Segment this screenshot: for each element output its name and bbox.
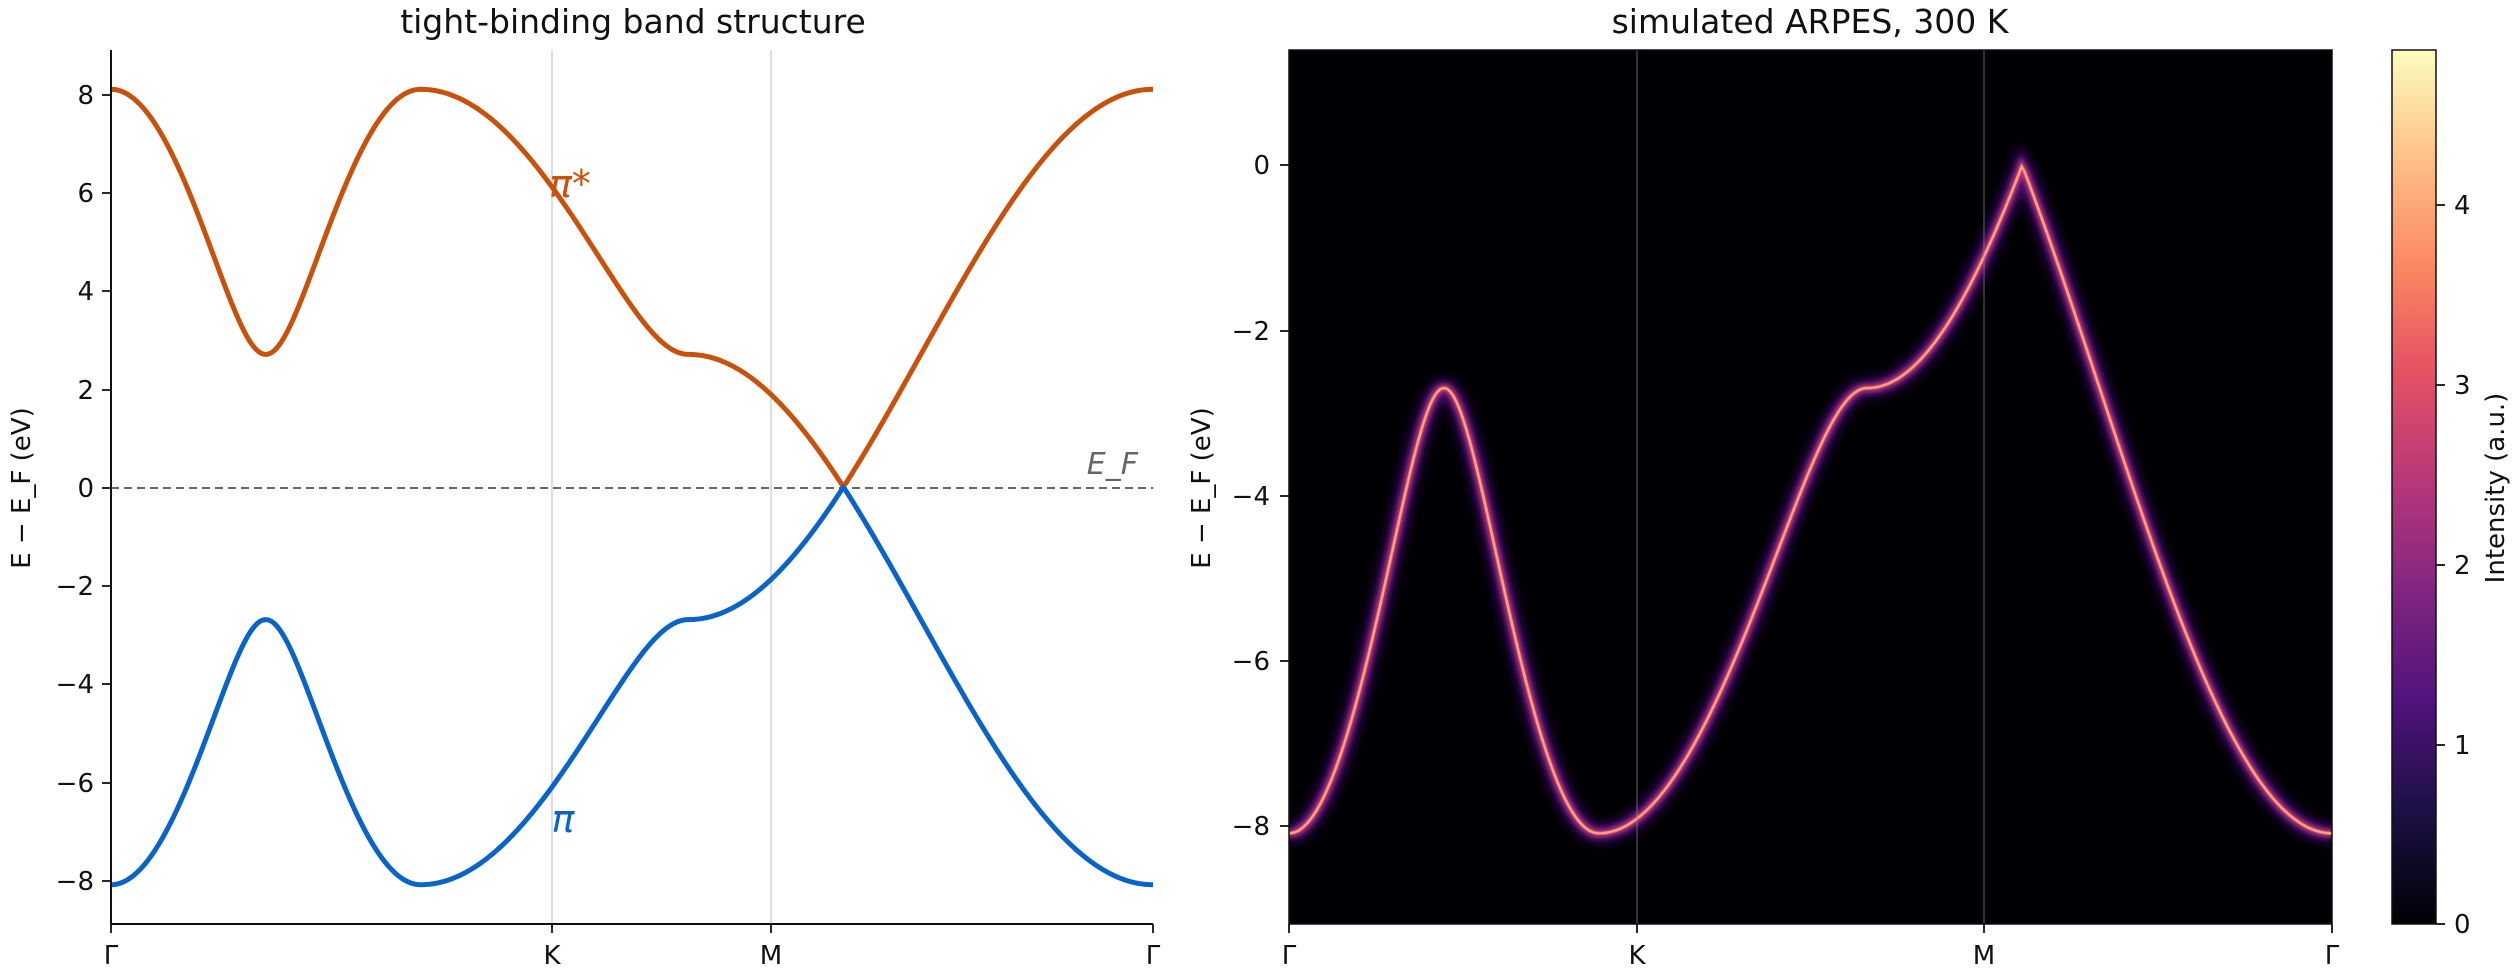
arpes-band-hot — [1289, 165, 2332, 834]
colorbar: 0 1 2 3 4 Intensity (a.u.) — [2391, 49, 2511, 940]
arpes-panel: simulated ARPES, 300 K 0 −2 −4 −6 −8 — [1187, 2, 2340, 971]
y-tick-label: −8 — [1232, 812, 1270, 842]
y-tick-label: 2 — [77, 376, 94, 406]
left-y-axis-label: E − E_F (eV) — [7, 407, 37, 568]
colorbar-tick-label: 2 — [2454, 551, 2471, 581]
arpes-frame — [1288, 49, 2333, 925]
x-tick-label: K — [543, 941, 561, 971]
x-tick-label: Γ — [1282, 941, 1297, 971]
x-tick-label: Γ — [2325, 941, 2340, 971]
y-tick-label: −4 — [56, 670, 94, 700]
band-structure-title: tight-binding band structure — [400, 2, 866, 41]
colorbar-label: Intensity (a.u.) — [2481, 393, 2511, 584]
colorbar-gradient — [2391, 49, 2437, 925]
y-tick-label: 6 — [77, 179, 94, 209]
arpes-y-ticks: 0 −2 −4 −6 −8 — [1232, 151, 1289, 842]
pi-star-annotation: π* — [549, 162, 591, 206]
colorbar-tick-label: 0 — [2454, 910, 2471, 940]
colorbar-tick-label: 1 — [2454, 731, 2471, 761]
y-tick-label: −6 — [56, 769, 94, 799]
y-tick-label: 8 — [77, 81, 94, 111]
colorbar-tick-label: 3 — [2454, 371, 2471, 401]
arpes-x-ticks: Γ K M Γ — [1282, 924, 2340, 971]
arpes-y-axis-label: E − E_F (eV) — [1187, 407, 1217, 568]
fermi-level-annotation: E_F — [1087, 447, 1139, 482]
left-y-ticks: 8 6 4 2 0 −2 −4 −6 −8 — [56, 81, 111, 897]
y-tick-label: −2 — [56, 572, 94, 602]
y-tick-label: −8 — [56, 867, 94, 897]
y-tick-label: −6 — [1232, 647, 1270, 677]
y-tick-label: −2 — [1232, 317, 1270, 347]
arpes-title: simulated ARPES, 300 K — [1612, 2, 2010, 41]
pi-annotation: π — [552, 797, 576, 841]
x-tick-label: K — [1628, 941, 1646, 971]
y-tick-label: 4 — [77, 277, 94, 307]
band-pi-star-line — [110, 86, 1154, 491]
y-tick-label: 0 — [1253, 151, 1270, 181]
colorbar-ticks: 0 1 2 3 4 — [2436, 191, 2471, 940]
arpes-intensity-trace — [1289, 145, 2332, 843]
x-tick-label: Γ — [1146, 941, 1161, 971]
x-tick-label: Γ — [104, 941, 119, 971]
y-tick-label: −4 — [1232, 482, 1270, 512]
band-structure-panel: tight-binding band structure 8 6 4 2 0 −… — [7, 2, 1161, 971]
x-tick-label: M — [1973, 941, 1995, 971]
left-x-ticks: Γ K M Γ — [104, 924, 1161, 971]
band-pi-line — [110, 483, 1154, 888]
y-tick-label: 0 — [77, 474, 94, 504]
colorbar-tick-label: 4 — [2454, 191, 2471, 221]
x-tick-label: M — [760, 941, 782, 971]
